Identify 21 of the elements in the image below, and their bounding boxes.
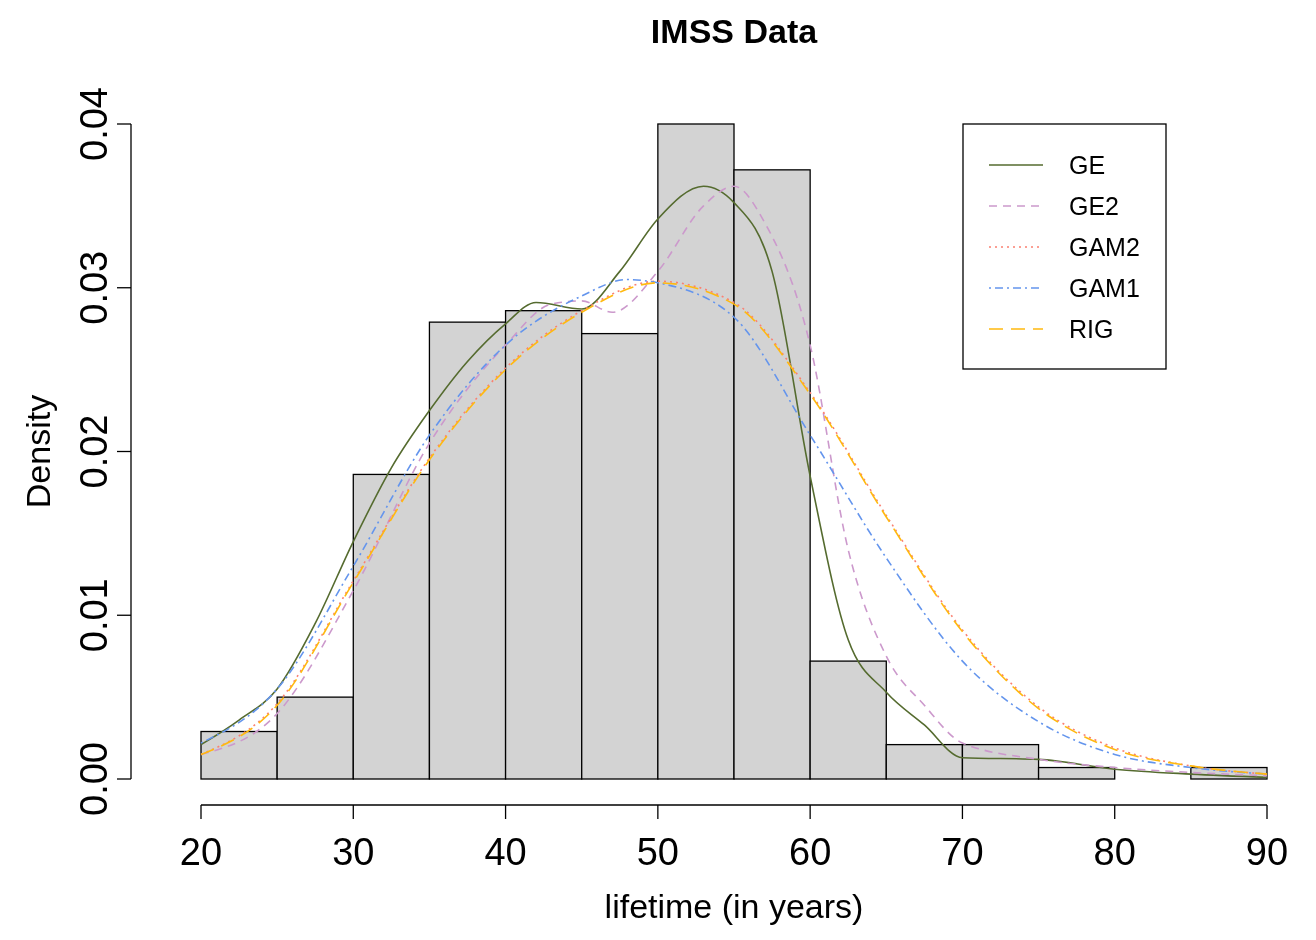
legend-label: GE2	[1069, 192, 1120, 220]
legend-label: GAM1	[1069, 274, 1140, 302]
y-tick-label: 0.04	[73, 87, 115, 161]
x-tick-label: 50	[636, 831, 679, 873]
x-tick-label: 70	[941, 831, 984, 873]
x-axis-title: lifetime (in years)	[604, 887, 864, 925]
chart-title: IMSS Data	[650, 12, 819, 50]
legend-label: RIG	[1069, 315, 1114, 343]
x-tick-label: 60	[789, 831, 832, 873]
y-axis-title: Density	[19, 394, 57, 509]
y-tick-label: 0.00	[73, 742, 115, 816]
y-tick-label: 0.02	[73, 414, 115, 489]
x-tick-label: 30	[332, 831, 375, 873]
y-tick-label: 0.01	[73, 578, 115, 653]
x-tick-label: 80	[1093, 831, 1136, 873]
x-tick-label: 90	[1245, 831, 1289, 873]
x-tick-label: 20	[179, 831, 223, 873]
legend-label: GE	[1069, 151, 1106, 179]
y-tick-label: 0.03	[73, 250, 115, 325]
legend-label: GAM2	[1069, 233, 1140, 261]
x-tick-label: 40	[484, 831, 527, 873]
